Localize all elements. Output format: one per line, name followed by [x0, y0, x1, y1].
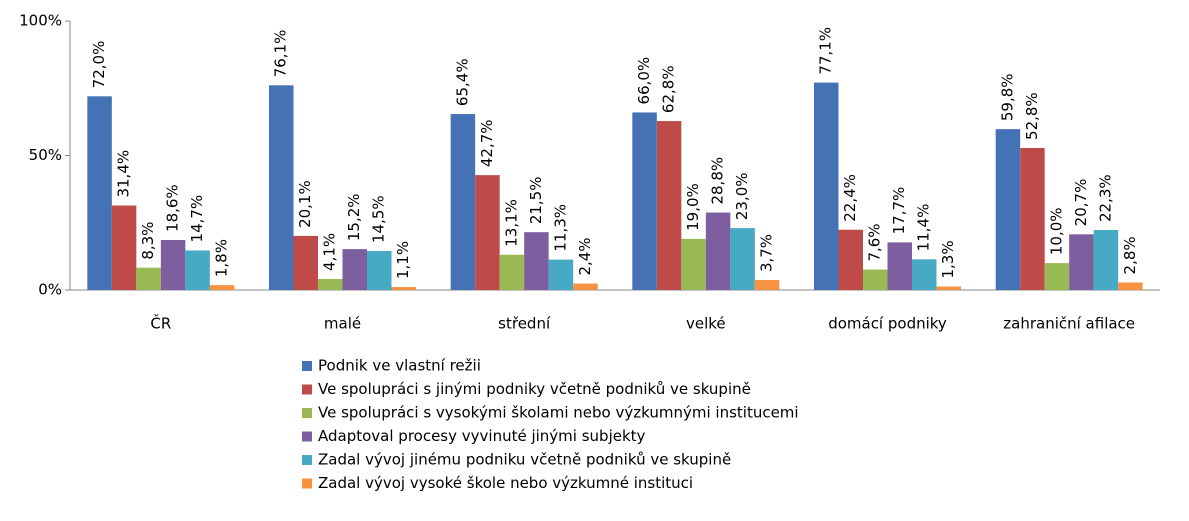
x-tick-label: zahraniční afilace	[1003, 315, 1135, 333]
value-label: 15,2%	[345, 193, 363, 241]
value-label: 4,1%	[321, 233, 339, 271]
bar	[450, 114, 476, 290]
legend-label: Adaptoval procesy vyvinuté jinými subjek…	[318, 427, 646, 445]
bar	[475, 175, 500, 290]
value-label: 20,1%	[296, 180, 314, 228]
x-tick-label: velké	[686, 315, 726, 333]
value-label: 14,7%	[188, 195, 206, 243]
bar	[1020, 147, 1045, 290]
bar	[814, 82, 839, 290]
legend-swatch	[302, 408, 312, 418]
value-label: 13,1%	[502, 199, 520, 247]
x-tick-label: malé	[324, 315, 361, 333]
bar	[863, 269, 888, 290]
value-label: 2,8%	[1121, 236, 1139, 274]
bar	[632, 112, 657, 291]
value-label: 1,8%	[213, 239, 231, 277]
legend-label: Ve spolupráci s jinými podniky včetně po…	[318, 380, 751, 398]
bar	[293, 235, 318, 290]
value-label: 65,4%	[453, 58, 471, 106]
legend-swatch	[302, 455, 312, 465]
bar	[730, 228, 755, 290]
value-label: 17,7%	[890, 187, 908, 235]
value-label: 22,4%	[841, 174, 859, 222]
legend-label: Zadal vývoj vysoké škole nebo výzkumné i…	[318, 474, 693, 492]
value-label: 23,0%	[733, 172, 751, 220]
bar	[209, 285, 235, 290]
value-label: 10,0%	[1047, 207, 1065, 255]
bar	[318, 278, 343, 290]
x-tick-label: domácí podniky	[828, 315, 947, 333]
bar	[912, 259, 937, 290]
value-label: 20,7%	[1072, 179, 1090, 227]
legend-label: Zadal vývoj jinému podniku včetně podnik…	[318, 451, 731, 469]
legend-swatch	[302, 478, 312, 489]
value-label: 11,3%	[551, 204, 569, 252]
bar	[499, 254, 525, 290]
value-label: 72,0%	[90, 41, 108, 89]
legend-label: Podnik ve vlastní režii	[318, 357, 481, 375]
value-label: 3,7%	[758, 234, 776, 272]
bar	[136, 267, 161, 290]
bar	[754, 280, 780, 290]
bar	[548, 259, 574, 290]
value-label: 14,5%	[370, 195, 388, 243]
bar	[1069, 234, 1094, 290]
value-label: 2,4%	[576, 237, 594, 275]
legend-swatch	[302, 431, 312, 442]
x-tick-label: ČR	[150, 314, 171, 333]
value-label: 18,6%	[164, 184, 182, 232]
value-label: 11,4%	[915, 204, 933, 252]
bar	[185, 250, 210, 290]
y-tick-label: 0%	[38, 281, 62, 299]
bar	[1093, 230, 1119, 290]
bar	[524, 232, 549, 290]
bar	[887, 242, 912, 290]
value-label: 19,0%	[684, 183, 702, 231]
bar	[705, 212, 731, 290]
bar	[838, 229, 863, 290]
bar	[111, 205, 137, 290]
bar	[995, 129, 1021, 290]
x-tick-label: střední	[498, 315, 551, 333]
value-label: 28,8%	[709, 157, 727, 205]
bar	[1118, 282, 1143, 290]
bar	[87, 96, 112, 290]
legend-swatch	[302, 384, 312, 395]
y-tick-label: 100%	[19, 12, 62, 30]
value-label: 21,5%	[527, 177, 545, 225]
legend-swatch	[302, 361, 312, 371]
value-label: 1,3%	[939, 240, 957, 278]
y-tick-label: 50%	[29, 146, 62, 164]
bar	[656, 121, 682, 291]
value-label: 22,3%	[1096, 174, 1114, 222]
value-label: 62,8%	[660, 65, 678, 113]
value-label: 8,3%	[139, 222, 157, 260]
value-label: 59,8%	[998, 73, 1016, 121]
bar	[936, 286, 961, 290]
value-label: 31,4%	[115, 150, 133, 198]
bar	[160, 239, 186, 290]
value-label: 7,6%	[866, 223, 884, 261]
bar	[391, 287, 416, 290]
value-label: 42,7%	[478, 119, 496, 167]
value-label: 52,8%	[1023, 92, 1041, 140]
bar	[681, 238, 706, 290]
bar	[1044, 263, 1070, 290]
value-label: 1,1%	[394, 241, 412, 279]
legend-label: Ve spolupráci s vysokými školami nebo vý…	[318, 404, 799, 422]
value-label: 66,0%	[635, 57, 653, 105]
value-label: 77,1%	[817, 27, 835, 75]
bar	[269, 85, 294, 290]
value-label: 76,1%	[272, 30, 290, 78]
bar	[573, 283, 598, 290]
bar	[342, 249, 367, 290]
bar	[367, 250, 392, 290]
